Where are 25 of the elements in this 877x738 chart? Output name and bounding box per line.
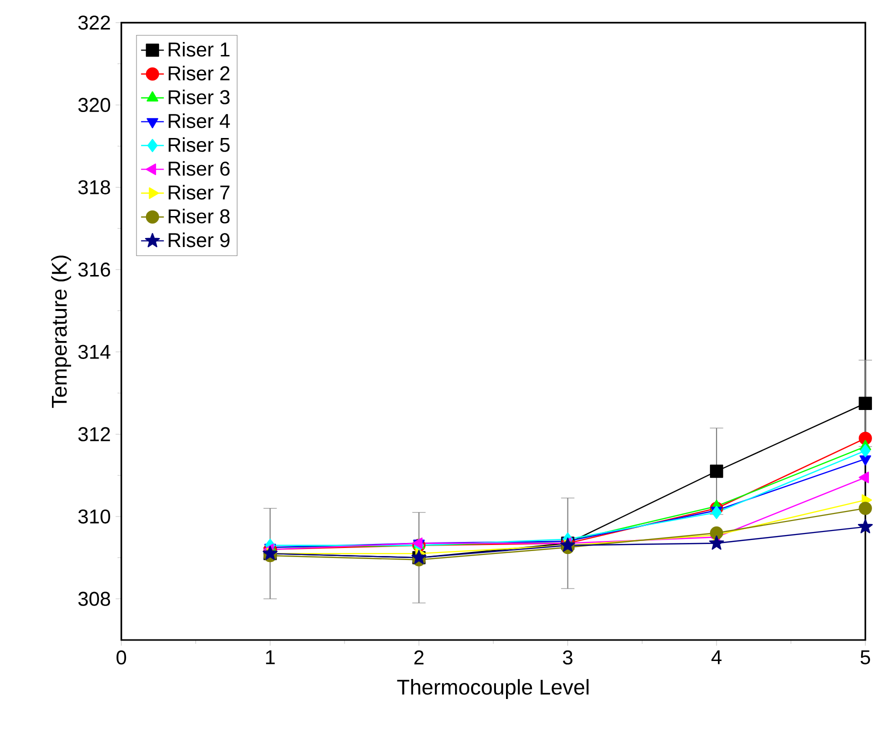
x-axis-title: Thermocouple Level <box>397 679 588 699</box>
legend-label: Riser 9 <box>168 232 230 248</box>
legend-label: Riser 6 <box>168 161 230 176</box>
legend-label: Riser 4 <box>168 113 230 128</box>
y-tick-label: 308 <box>78 592 110 606</box>
y-tick-label: 314 <box>78 344 110 359</box>
legend-label: Riser 7 <box>168 184 230 200</box>
y-tick-label: 320 <box>78 98 110 112</box>
legend-label: Riser 3 <box>168 90 230 104</box>
legend-label: Riser 2 <box>168 66 230 80</box>
y-tick-label: 322 <box>78 16 110 30</box>
x-tick-label: 0 <box>116 650 126 665</box>
x-tick-label: 3 <box>562 650 572 665</box>
y-tick-label: 310 <box>78 509 110 524</box>
legend-label: Riser 8 <box>168 208 230 224</box>
legend-label: Riser 5 <box>168 137 230 152</box>
x-tick-label: 2 <box>414 650 424 664</box>
x-tick-label: 1 <box>266 650 275 664</box>
y-tick-label: 316 <box>78 262 110 277</box>
y-tick-label: 312 <box>78 427 110 442</box>
y-tick-label: 318 <box>78 180 110 194</box>
x-tick-label: 5 <box>860 650 870 664</box>
x-tick-label: 4 <box>711 650 722 664</box>
y-axis-title: Temperature (K) <box>51 256 72 408</box>
legend-label: Riser 1 <box>168 42 230 57</box>
